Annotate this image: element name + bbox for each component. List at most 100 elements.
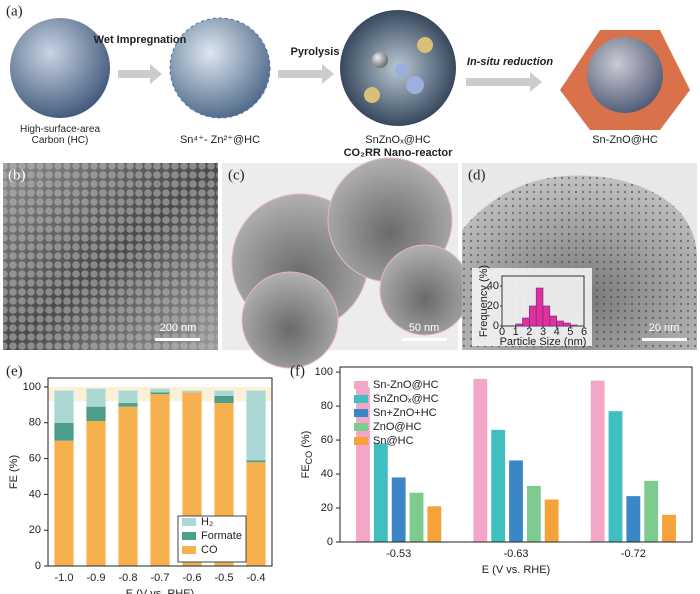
bar-segment — [150, 394, 170, 566]
y-axis-label: FE (%) — [8, 455, 20, 489]
legend-label: Sn+ZnO+HC — [373, 407, 437, 419]
bar-segment — [118, 403, 138, 407]
hist-bar — [535, 287, 544, 327]
panel-label: (c) — [228, 167, 245, 183]
carbon-sphere — [10, 18, 110, 118]
plot-frame — [47, 377, 273, 567]
loaded-sphere — [169, 17, 271, 119]
schematic: (a) Wet Impregnation Pyrolysis In-situ r… — [6, 3, 690, 159]
legend-swatch — [354, 437, 368, 445]
y-tick-label: 100 — [315, 366, 333, 378]
x-tick-label: -0.53 — [386, 548, 411, 560]
panel-label: (a) — [6, 3, 23, 19]
bar — [427, 506, 442, 542]
stage-caption: SnZnOₓ@HC — [365, 134, 431, 146]
x-tick-label: -0.72 — [621, 548, 646, 560]
x-tick-label: 6 — [581, 326, 587, 338]
legend-label: H₂ — [201, 516, 213, 528]
y-tick-label: 0 — [35, 560, 41, 572]
hist-bar — [563, 322, 571, 327]
x-axis-label: E (V vs. RHE) — [482, 564, 550, 576]
bar-segment — [246, 390, 266, 461]
sem-texture — [3, 163, 218, 350]
bar — [391, 477, 406, 542]
y-tick-label: 20 — [29, 524, 41, 536]
scale-bar — [402, 338, 447, 341]
y-tick-label: 20 — [321, 502, 333, 514]
panel-label: (d) — [468, 167, 486, 183]
bar — [544, 499, 559, 542]
x-tick-label: -0.5 — [215, 572, 234, 584]
arrow — [466, 72, 542, 92]
y-tick-label: 40 — [321, 468, 333, 480]
bar-segment — [86, 388, 106, 407]
arrow — [278, 64, 334, 84]
bar — [662, 514, 676, 542]
bar-segment — [54, 422, 74, 441]
hist-bar — [549, 315, 557, 327]
y-tick-label: 0 — [493, 320, 499, 332]
scale-label: 200 nm — [160, 322, 197, 334]
bar-segment — [54, 440, 74, 566]
y-tick-label: 60 — [29, 452, 41, 464]
y-tick-label: 40 — [487, 280, 499, 292]
y-axis-label: FECO (%) — [300, 431, 314, 479]
stage-caption: Sn⁴⁺- Zn²⁺@HC — [180, 134, 260, 146]
bar-segment — [182, 390, 202, 393]
x-axis-label: Particle Size (nm) — [500, 336, 587, 348]
bar-segment — [150, 392, 170, 395]
hist-bar — [570, 324, 578, 327]
bar-segment — [246, 462, 266, 566]
reactor-caption: CO₂RR Nano-reactor — [344, 147, 454, 159]
bar — [409, 492, 424, 542]
scale-bar — [155, 338, 200, 341]
bar-segment — [150, 388, 170, 393]
label-part: (%) — [300, 431, 312, 451]
x-tick-label: 4 — [554, 326, 560, 338]
legend-swatch — [354, 423, 368, 431]
legend-swatch — [354, 409, 368, 417]
bar-segment — [86, 420, 106, 566]
panel-label: (e) — [6, 363, 23, 379]
legend-label: SnZnOₓ@HC — [373, 393, 439, 405]
label-part: FE — [300, 464, 312, 478]
legend-swatch — [182, 546, 196, 554]
bar-segment — [214, 390, 234, 396]
x-tick-label: 5 — [567, 326, 573, 338]
x-tick-label: -0.7 — [151, 572, 170, 584]
y-tick-label: 100 — [23, 381, 41, 393]
bar — [473, 378, 488, 542]
hist-bar — [529, 305, 537, 327]
y-tick-label: 0 — [327, 536, 333, 548]
legend-label: CO — [201, 544, 218, 556]
stage-caption: High-surface-area Carbon (HC) — [19, 124, 101, 146]
y-tick-label: 80 — [321, 400, 333, 412]
x-tick-label: 3 — [540, 326, 546, 338]
step-label: In-situ reduction — [467, 56, 553, 68]
scale-bar — [642, 338, 687, 341]
step-label: Wet Impregnation — [94, 34, 187, 46]
panel-label: (f) — [290, 363, 305, 379]
bar — [590, 380, 605, 542]
y-axis-label: Frequency (%) — [478, 265, 490, 337]
plot-frame — [339, 366, 693, 543]
scale-label: 20 nm — [649, 322, 680, 334]
x-tick-label: -0.6 — [183, 572, 202, 584]
bar-segment — [118, 390, 138, 404]
bar-segment — [54, 390, 74, 423]
legend-label: Sn-ZnO@HC — [373, 379, 439, 391]
arrow — [118, 64, 162, 84]
x-tick-label: 0 — [499, 326, 505, 338]
bar — [608, 411, 623, 542]
x-tick-label: 1 — [513, 326, 519, 338]
x-tick-label: 2 — [526, 326, 532, 338]
legend-label: Sn@HC — [373, 435, 414, 447]
bar — [509, 460, 523, 542]
legend-label: Formate — [201, 530, 242, 542]
y-tick-label: 40 — [29, 488, 41, 500]
legend-label: ZnO@HC — [373, 421, 422, 433]
bar — [626, 496, 641, 542]
x-tick-label: -0.4 — [247, 572, 266, 584]
step-label: Pyrolysis — [291, 46, 340, 58]
